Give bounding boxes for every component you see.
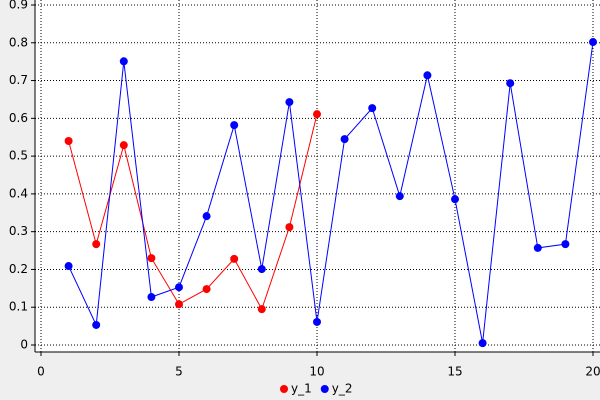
point [257, 305, 266, 314]
point [202, 212, 211, 221]
y-tick-label: 0 [20, 338, 28, 352]
legend-label: y_1 [291, 382, 312, 396]
point [340, 135, 349, 144]
y-tick-label: 0.9 [9, 0, 28, 12]
point [92, 320, 101, 329]
y-tick-label: 0.8 [9, 35, 28, 49]
point [313, 110, 321, 119]
point [175, 283, 183, 292]
plot-area [35, 0, 600, 352]
point [285, 98, 294, 107]
y-tick-label: 0.5 [9, 149, 28, 163]
point [119, 141, 128, 150]
x-tick-label: 5 [175, 365, 183, 379]
point [119, 57, 128, 66]
point [368, 104, 377, 113]
point [506, 79, 515, 88]
point [230, 254, 239, 263]
point [395, 192, 404, 201]
y-tick-label: 0.6 [9, 111, 28, 125]
legend-marker [320, 385, 329, 393]
y-tick-label: 0.4 [9, 186, 28, 200]
y-tick-label: 0.2 [9, 262, 28, 276]
point [230, 121, 239, 130]
point [147, 293, 156, 302]
x-tick-label: 10 [309, 365, 324, 379]
point [561, 240, 570, 249]
y-tick-label: 0.1 [9, 300, 28, 314]
x-tick-label: 0 [37, 365, 45, 379]
point [202, 285, 211, 294]
point [451, 195, 459, 204]
y-tick-label: 0.7 [9, 73, 28, 87]
point [257, 265, 266, 274]
point [423, 71, 432, 80]
point [92, 240, 101, 249]
x-tick-label: 20 [585, 365, 600, 379]
legend-marker [280, 385, 288, 393]
point [478, 339, 487, 348]
legend-label: y_2 [332, 382, 353, 396]
point [533, 243, 542, 252]
point [589, 38, 597, 47]
point [64, 262, 73, 271]
point [64, 137, 73, 145]
point [147, 254, 156, 263]
series-line [68, 41, 594, 344]
x-tick-label: 15 [447, 365, 462, 379]
point [175, 300, 183, 309]
point [313, 317, 321, 326]
point [285, 223, 294, 232]
y-tick-label: 0.3 [9, 224, 28, 238]
